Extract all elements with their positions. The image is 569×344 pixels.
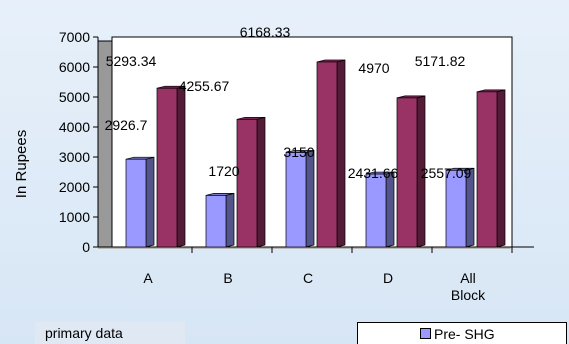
bar-side	[256, 116, 266, 248]
data-label: 1720	[208, 163, 239, 179]
y-axis-title: In Rupees	[13, 130, 30, 198]
data-label: 3150	[283, 144, 314, 160]
x-tick-label: All	[460, 270, 476, 286]
bar	[285, 152, 307, 248]
x-tick-label: D	[383, 270, 393, 286]
data-label: 2431.66	[348, 165, 399, 181]
y-tick-label: 0	[82, 239, 90, 255]
bar-side	[225, 192, 235, 248]
data-label: 5293.34	[106, 53, 157, 69]
y-tick-label: 2000	[59, 179, 90, 195]
data-label: 4255.67	[179, 78, 230, 94]
bar-side	[496, 89, 506, 248]
bar	[125, 158, 147, 248]
y-tick-label: 3000	[59, 149, 90, 165]
x-tick-label: Block	[451, 287, 486, 303]
bar	[365, 173, 387, 248]
data-label: 5171.82	[415, 53, 466, 69]
x-tick-label: C	[303, 270, 313, 286]
bar-side	[145, 156, 155, 248]
data-label: 6168.33	[240, 24, 291, 40]
bar-side	[336, 59, 346, 248]
y-tick-label: 1000	[59, 209, 90, 225]
source-note: primary data	[35, 322, 185, 344]
bar	[396, 97, 418, 248]
bar	[205, 195, 227, 248]
bar	[236, 118, 258, 248]
bar-side	[385, 171, 395, 248]
bar-side	[176, 85, 186, 248]
side-wall	[97, 40, 113, 248]
legend: Pre- SHG	[357, 322, 567, 344]
bar	[476, 91, 498, 248]
legend-swatch-pre-shg	[420, 328, 431, 339]
data-label: 2557.09	[421, 165, 472, 181]
y-tick-label: 7000	[59, 29, 90, 45]
x-tick-label: B	[223, 270, 232, 286]
legend-label-pre-shg: Pre- SHG	[434, 325, 495, 342]
bar	[316, 61, 338, 248]
bar	[445, 169, 467, 248]
y-tick-label: 6000	[59, 59, 90, 75]
bar-side	[305, 150, 315, 248]
y-tick-label: 5000	[59, 89, 90, 105]
data-label: 2926.7	[105, 117, 148, 133]
data-label: 4970	[358, 60, 389, 76]
bar	[156, 87, 178, 248]
x-tick-label: A	[143, 270, 153, 286]
y-tick-label: 4000	[59, 119, 90, 135]
